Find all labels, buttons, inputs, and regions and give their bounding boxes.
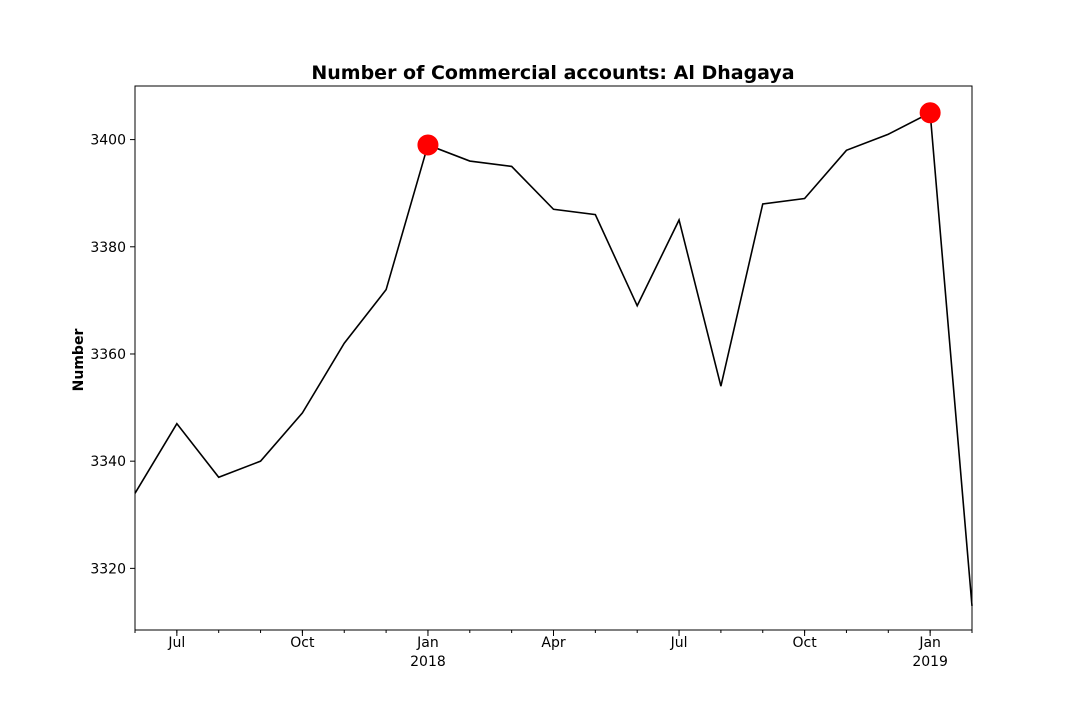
axes-frame [134, 85, 973, 631]
chart-title: Number of Commercial accounts: Al Dhagay… [311, 62, 794, 84]
x-tick-label: Oct [792, 635, 817, 651]
x-tick-label: Jan [416, 635, 439, 651]
x-tick-label: Jul [670, 635, 688, 651]
x-tick-label: Apr [541, 635, 565, 651]
y-axis-label: Number [71, 329, 87, 392]
y-tick-label: 3360 [90, 347, 126, 363]
series-line [134, 111, 973, 606]
peak-marker [417, 134, 439, 156]
y-tick-label: 3380 [90, 240, 126, 256]
y-tick-label: 3340 [90, 454, 126, 470]
plot-area: 3320 3340 3360 3380 3400 Jul Oct Jan 2018 Apr Jul O… [90, 85, 973, 670]
x-tick-year-label: 2018 [410, 654, 446, 670]
x-tick-year-label: 2019 [912, 654, 948, 670]
x-tick-label: Jul [167, 635, 185, 651]
peak-marker [919, 102, 941, 124]
x-tick-label: Oct [290, 635, 315, 651]
y-tick-label: 3400 [90, 133, 126, 149]
y-tick-label: 3320 [90, 561, 126, 577]
x-tick-label: Jan [918, 635, 941, 651]
